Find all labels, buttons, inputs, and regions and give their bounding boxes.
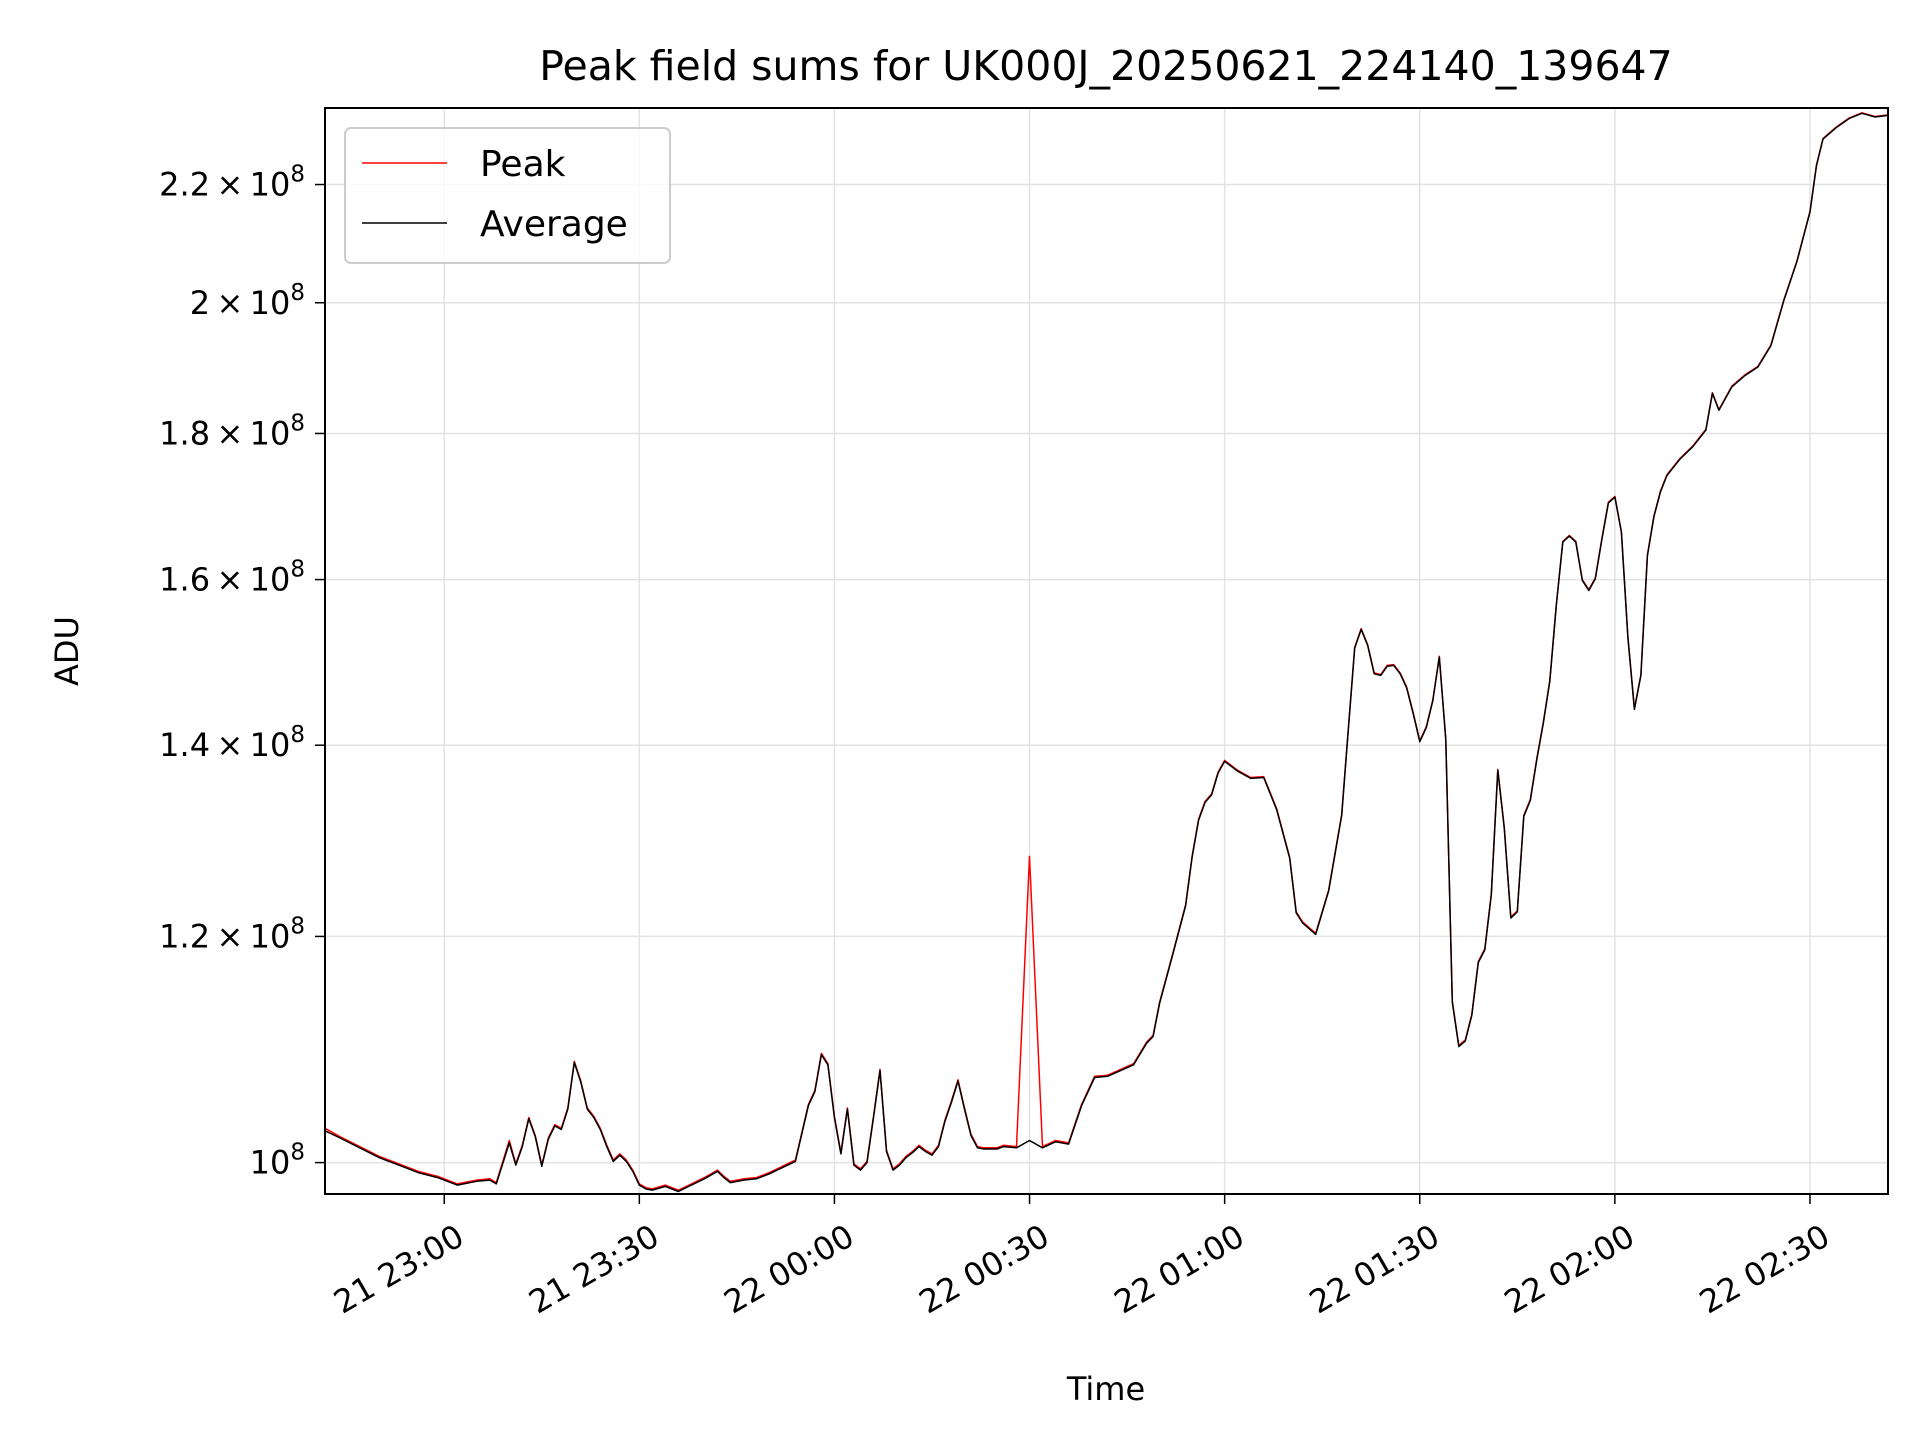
y-tick-label: 108 — [250, 1140, 305, 1182]
x-axis-title: Time — [1066, 1370, 1145, 1408]
legend-label-peak: Peak — [480, 144, 566, 185]
y-tick-label: 1.2 × 108 — [159, 913, 305, 955]
y-tick-label: 1.8 × 108 — [159, 410, 305, 452]
y-tick-label: 2 × 108 — [190, 280, 305, 322]
y-axis-title: ADU — [48, 616, 86, 686]
legend: Peak Average — [344, 127, 671, 264]
y-tick-label: 1.6 × 108 — [159, 557, 305, 599]
y-axis: 108 1.2 × 108 1.4 × 108 1.6 × 108 1.8 × 108 2… — [159, 162, 325, 1182]
series-line-average — [324, 112, 1889, 1193]
legend-box — [344, 127, 671, 264]
plot-frame — [324, 107, 1889, 1195]
chart-title: Peak field sums for UK000J_20250621_2241… — [539, 42, 1672, 90]
y-tick-label: 1.4 × 108 — [159, 722, 305, 764]
grid-lines — [325, 108, 1888, 1194]
legend-label-average: Average — [480, 204, 628, 245]
y-tick-label: 2.2 × 108 — [159, 162, 305, 204]
plot-series — [324, 112, 1889, 1193]
